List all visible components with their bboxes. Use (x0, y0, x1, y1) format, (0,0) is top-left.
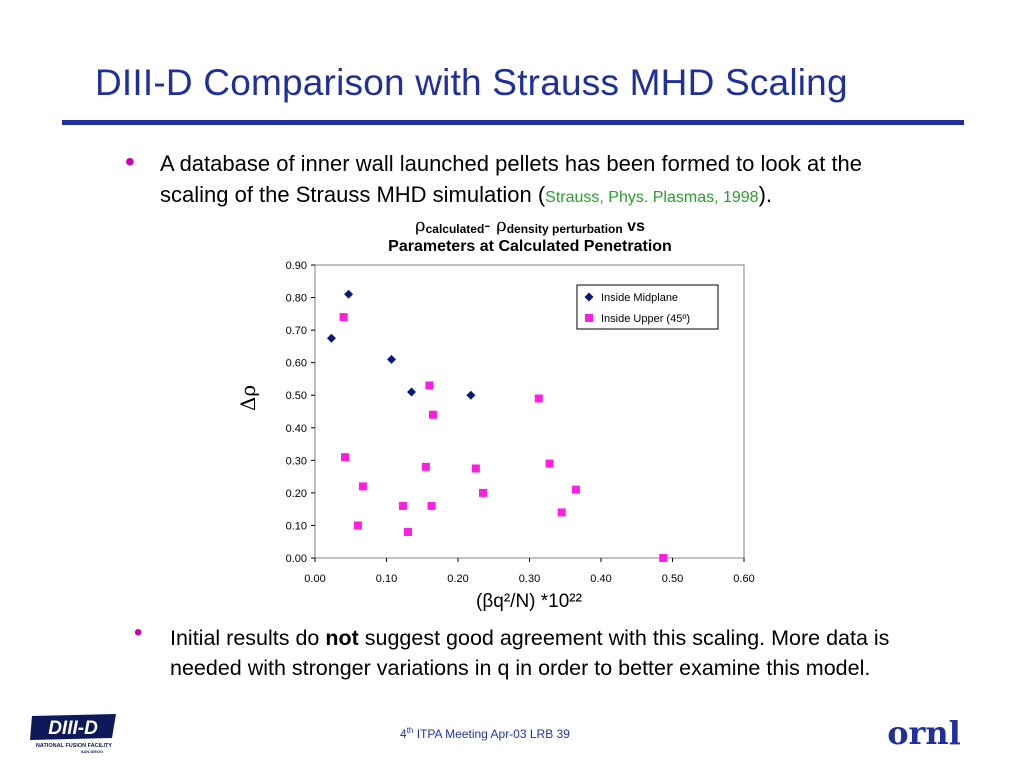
data-point-upper (557, 508, 566, 517)
data-point-upper (421, 462, 430, 471)
data-point-upper (427, 501, 436, 510)
data-point-upper (339, 313, 348, 322)
bullet-2-bold: not (325, 626, 359, 650)
bullet-1-end: ). (758, 182, 773, 207)
y-tick-label: 0.50 (286, 390, 307, 402)
data-point-upper (403, 527, 412, 536)
legend-marker (584, 292, 594, 302)
data-point-midplane (344, 289, 354, 299)
diii-d-logo-text: DIII-D (48, 718, 98, 739)
data-point-upper (425, 381, 434, 390)
y-tick-label: 0.80 (286, 293, 307, 305)
data-point-upper (659, 554, 668, 562)
y-tick-label: 0.40 (286, 423, 307, 435)
chart-title-line2: Parameters at Calculated Penetration (388, 238, 672, 255)
y-tick-label: 0.60 (286, 358, 307, 370)
data-point-midplane (466, 390, 476, 400)
bullet-2: Initial results do not suggest good agre… (170, 623, 910, 683)
chart-title-dash: - ρ (484, 215, 507, 236)
bullet-1: A database of inner wall launched pellet… (160, 148, 880, 213)
x-tick-label: 0.50 (662, 573, 683, 585)
diii-d-logo-icon: DIII-D NATIONAL FUSION FACILITY SAN DIEG… (30, 714, 116, 754)
data-point-upper (358, 482, 367, 491)
chart-title-rho-a: ρ (415, 215, 426, 236)
bullet-2-pre: Initial results do (170, 626, 326, 650)
chart-title: ρcalculated- ρdensity perturbation vs Pa… (300, 217, 760, 256)
legend-marker (585, 314, 593, 322)
x-tick-label: 0.40 (590, 573, 611, 585)
y-tick-label: 0.00 (286, 553, 307, 565)
ornl-logo-text: ornl (887, 716, 961, 750)
y-axis-label: Δρ (236, 385, 260, 411)
y-tick-label: 0.30 (286, 455, 307, 467)
footer-text: 4th ITPA Meeting Apr-03 LRB 39 (400, 726, 570, 741)
data-point-midplane (387, 354, 397, 364)
data-point-upper (545, 459, 554, 468)
data-point-midplane (407, 387, 417, 397)
data-point-upper (571, 485, 580, 494)
x-tick-label: 0.10 (376, 573, 397, 585)
legend-label: Inside Midplane (601, 292, 678, 304)
bullet-1-text: A database of inner wall launched pellet… (160, 151, 863, 207)
chart-title-line1: ρcalculated- ρdensity perturbation vs (300, 217, 760, 238)
ornl-logo-icon: ornl (887, 716, 961, 750)
bullet-1-reference: Strauss, Phys. Plasmas, 1998 (545, 189, 759, 206)
y-tick-label: 0.10 (286, 520, 307, 532)
x-tick-label: 0.20 (447, 573, 468, 585)
diii-d-logo-subtext: NATIONAL FUSION FACILITY (36, 743, 113, 749)
data-point-upper (471, 464, 480, 473)
x-axis-label: (βq²/N) *10²² (476, 591, 582, 612)
legend-label: Inside Upper (45º) (601, 313, 690, 325)
slide-title: DIII-D Comparison with Strauss MHD Scali… (95, 62, 848, 103)
chart-title-sub-a: calculated (425, 222, 485, 236)
chart-title-vs: vs (622, 218, 645, 235)
x-tick-label: 0.00 (304, 573, 325, 585)
data-point-upper (353, 521, 362, 530)
bullet-dot-icon: • (134, 619, 143, 646)
chart-title-sub-b: density perturbation (506, 222, 623, 236)
data-point-upper (341, 453, 350, 462)
bullet-2-post: suggest good agreement with this scaling… (170, 626, 890, 680)
data-point-upper (398, 501, 407, 510)
y-tick-label: 0.70 (286, 325, 307, 337)
title-rule (62, 120, 964, 125)
bullet-dot-icon: • (125, 146, 135, 177)
x-tick-label: 0.60 (733, 573, 754, 585)
y-tick-label: 0.20 (286, 488, 307, 500)
x-tick-label: 0.30 (519, 573, 540, 585)
y-tick-label: 0.90 (286, 260, 307, 272)
footer-meeting-number: 4 (400, 727, 407, 741)
legend-box (576, 284, 719, 330)
data-point-midplane (326, 333, 336, 343)
footer-sup: th (406, 726, 414, 735)
diii-d-logo-subtext-2: SAN DIEGO (81, 749, 103, 754)
footer-meeting: ITPA Meeting Apr-03 LRB 39 (413, 727, 570, 741)
data-point-upper (534, 394, 543, 403)
data-point-upper (479, 488, 488, 497)
data-point-upper (428, 410, 437, 419)
